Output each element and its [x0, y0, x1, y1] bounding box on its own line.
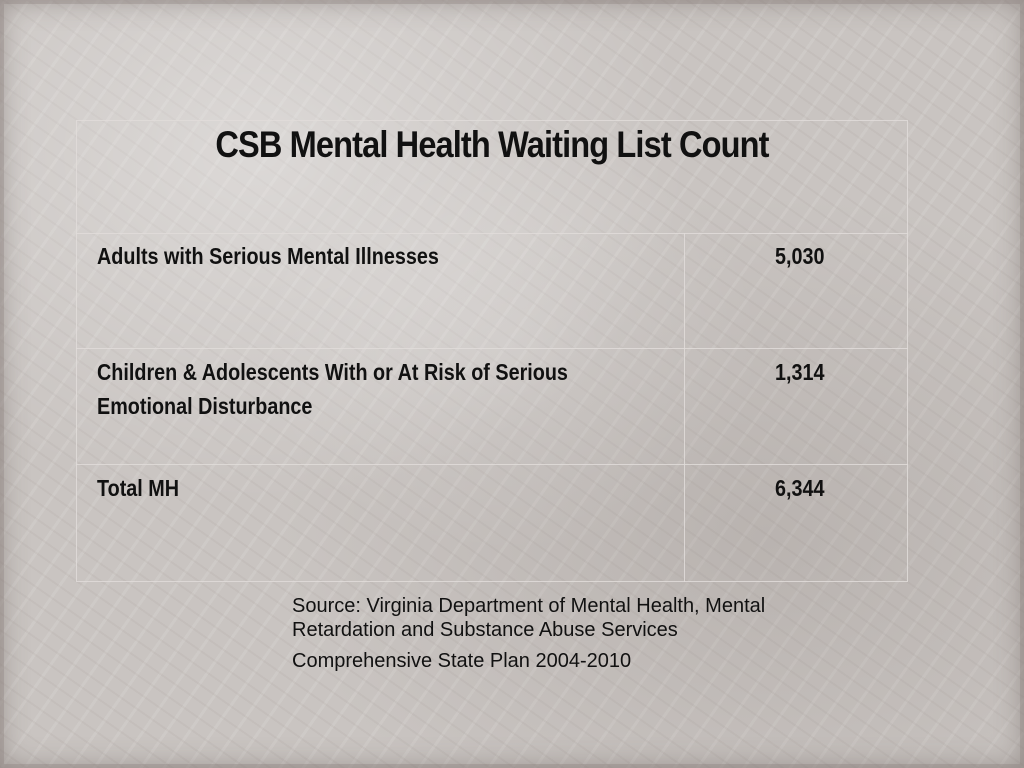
table-divider: [76, 233, 908, 234]
table-row-children-value: 1,314: [775, 359, 825, 385]
table-row-adults-value: 5,030: [775, 243, 825, 269]
table-row-children-label: Children & Adolescents With or At Risk o…: [97, 355, 665, 423]
table-row-adults-label: Adults with Serious Mental Illnesses: [97, 239, 665, 273]
waiting-list-table: [76, 120, 908, 582]
table-row-total-value: 6,344: [775, 475, 825, 501]
row-label-text: Children & Adolescents With or At Risk o…: [97, 359, 568, 385]
source-note: Source: Virginia Department of Mental He…: [292, 594, 892, 673]
source-line: Comprehensive State Plan 2004-2010: [292, 650, 632, 672]
source-line: Retardation and Substance Abuse Services: [292, 619, 678, 641]
row-label-text: Total MH: [97, 475, 180, 501]
table-row-total-label: Total MH: [97, 471, 665, 505]
row-label-text: Emotional Disturbance: [97, 393, 313, 419]
slide-title: CSB Mental Health Waiting List Count: [215, 124, 769, 165]
table-divider: [76, 348, 908, 349]
table-column-divider: [684, 233, 685, 582]
row-label-text: Adults with Serious Mental Illnesses: [97, 243, 439, 269]
table-divider: [76, 464, 908, 465]
source-line: Source: Virginia Department of Mental He…: [292, 595, 766, 617]
